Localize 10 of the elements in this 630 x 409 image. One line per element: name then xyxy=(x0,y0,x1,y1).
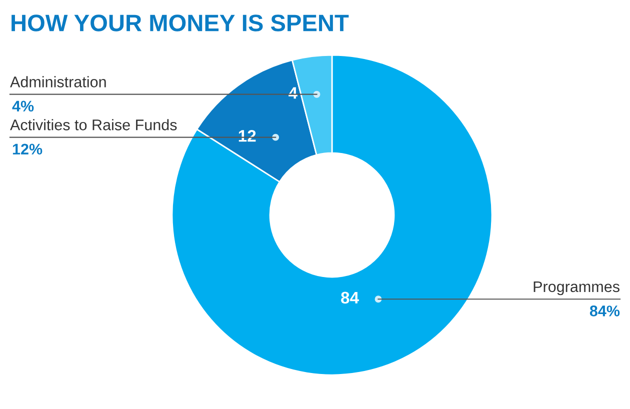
text: 4% xyxy=(12,100,34,112)
slice-label: Programmes xyxy=(534,281,620,296)
data-label: 84 xyxy=(341,292,359,304)
chart-title: HOW YOUR MONEY IS SPENT xyxy=(12,14,349,32)
slice-label: Activities to Raise Funds xyxy=(10,119,177,130)
data-label: 12 xyxy=(238,130,256,142)
data-label: 4 xyxy=(288,87,298,99)
text: 12% xyxy=(12,144,42,155)
text: 84% xyxy=(590,306,620,316)
slice-label: Administration xyxy=(10,76,106,88)
